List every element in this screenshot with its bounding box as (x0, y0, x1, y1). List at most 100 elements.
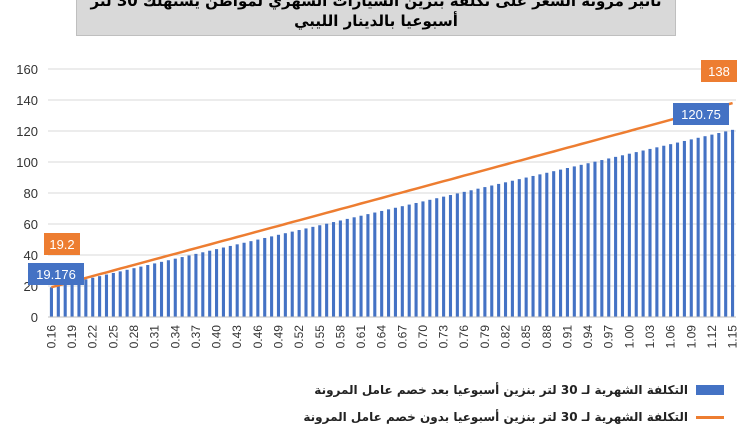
bar (393, 207, 397, 317)
data-label-line-first: 19.2 (49, 237, 74, 252)
bar (91, 277, 95, 317)
y-tick-label: 100 (16, 155, 38, 170)
y-tick-label: 160 (16, 62, 38, 77)
bar (228, 245, 232, 317)
bar (724, 131, 728, 317)
bar (242, 242, 246, 317)
legend-bar-label: التكلفة الشهرية لـ 30 لتر بنزين أسبوعيا … (314, 383, 688, 397)
x-tick-label: 0.97 (602, 325, 616, 349)
x-tick-label: 0.58 (333, 325, 347, 349)
bar (503, 182, 508, 317)
bar (331, 222, 336, 317)
y-tick-label: 40 (24, 248, 38, 263)
bar (366, 214, 370, 317)
x-tick-label: 0.37 (189, 325, 203, 349)
legend-item-line: التكلفة الشهرية لـ 30 لتر بنزين أسبوعيا … (303, 410, 724, 424)
x-tick-label: 0.52 (292, 325, 306, 349)
bar (586, 163, 590, 317)
x-tick-label: 0.55 (313, 325, 327, 349)
bar (710, 134, 714, 317)
x-tick-label: 1.15 (726, 325, 740, 349)
bar (345, 218, 349, 317)
bar (132, 268, 136, 317)
bar (442, 196, 446, 317)
bar (414, 202, 418, 317)
bar (600, 160, 604, 317)
bar (648, 148, 652, 317)
bar (318, 225, 322, 317)
bar (146, 265, 150, 317)
y-tick-label: 60 (24, 217, 38, 232)
x-tick-label: 1.12 (705, 325, 719, 349)
bar (524, 177, 528, 317)
bar (276, 234, 281, 317)
data-label-bar-last: 120.75 (681, 107, 721, 122)
bar (572, 166, 576, 317)
x-tick-label: 0.22 (86, 325, 100, 349)
bar (84, 279, 88, 317)
bar (373, 212, 377, 317)
x-tick-label: 1.03 (643, 325, 657, 349)
bar (559, 169, 563, 317)
x-tick-label: 0.91 (560, 325, 574, 349)
bar (462, 191, 466, 317)
legend-bar-swatch (696, 385, 724, 395)
bar (180, 257, 184, 317)
bar (469, 190, 473, 317)
series-line (51, 101, 733, 289)
bar (565, 168, 569, 317)
bar (139, 266, 143, 317)
x-tick-label: 0.31 (148, 325, 162, 349)
bar (407, 204, 411, 317)
bar (490, 185, 494, 317)
x-tick-label: 0.82 (499, 325, 513, 349)
bar (552, 171, 556, 317)
bar (696, 137, 700, 317)
bar (359, 215, 363, 317)
bar (297, 230, 301, 317)
bar (77, 280, 81, 317)
bar (428, 199, 432, 317)
bar (607, 158, 611, 317)
x-tick-label: 0.34 (168, 325, 182, 349)
bar (256, 239, 260, 317)
bar (682, 140, 686, 317)
data-label-line-last: 138 (708, 64, 730, 79)
x-tick-label: 0.46 (251, 325, 265, 349)
bar (731, 129, 735, 317)
chart-title-box: تأثير مرونة السعر على تكلفة بنزين السيار… (76, 0, 676, 36)
x-tick-label: 0.85 (519, 325, 533, 349)
bar (304, 228, 308, 317)
bar (669, 144, 673, 317)
y-tick-label: 120 (16, 124, 38, 139)
bar (662, 145, 666, 317)
bar (641, 150, 645, 317)
bar (283, 233, 287, 317)
bar (448, 195, 453, 317)
bar (111, 272, 115, 317)
bar (531, 175, 535, 317)
bar (194, 253, 198, 317)
bar (655, 147, 659, 317)
y-tick-label: 140 (16, 93, 38, 108)
bar (545, 172, 549, 317)
data-label-bar-first-box (28, 263, 84, 285)
x-tick-label: 0.28 (127, 325, 141, 349)
x-tick-label: 1.09 (684, 325, 698, 349)
bar (689, 139, 693, 317)
x-tick-label: 0.49 (271, 325, 285, 349)
x-tick-label: 0.88 (540, 325, 554, 349)
bar (400, 206, 404, 317)
bar (675, 142, 680, 317)
bar (517, 179, 521, 317)
x-tick-label: 0.70 (416, 325, 430, 349)
bar (421, 201, 425, 317)
bar (455, 193, 459, 317)
x-tick-label: 0.19 (65, 325, 79, 349)
bar (49, 287, 53, 317)
bar (104, 274, 109, 317)
bar (717, 133, 721, 317)
x-tick-label: 1.06 (664, 325, 678, 349)
bar (159, 261, 164, 317)
